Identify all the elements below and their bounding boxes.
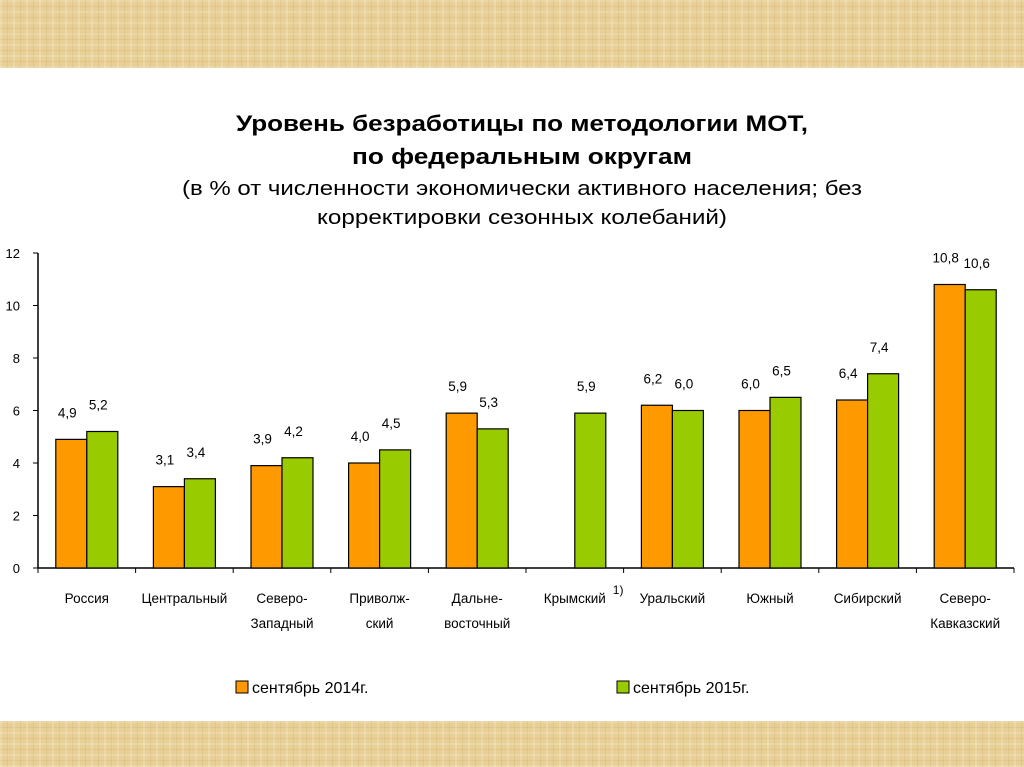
x-category-label: восточный bbox=[444, 616, 510, 631]
bar-2014 bbox=[445, 412, 478, 569]
x-category-label: Сибирский bbox=[834, 591, 902, 606]
bar-2015 bbox=[379, 449, 412, 569]
data-label: 4,2 bbox=[284, 424, 303, 439]
legend-label: сентябрь 2015г. bbox=[633, 680, 750, 697]
bar-2015 bbox=[476, 428, 509, 569]
data-label: 10,8 bbox=[933, 251, 959, 266]
bar-2014 bbox=[640, 404, 674, 569]
y-tick-label: 6 bbox=[13, 404, 20, 419]
bar-2015 bbox=[574, 412, 607, 569]
chart-title-line-2: по федеральным округам bbox=[352, 144, 692, 169]
x-category-label: Приволж- bbox=[349, 591, 409, 606]
x-category-label: Крымский bbox=[544, 591, 606, 606]
bar-2015 bbox=[671, 409, 705, 569]
data-label: 3,1 bbox=[156, 453, 175, 468]
bar-2015 bbox=[183, 478, 216, 569]
footnote-marker: 1) bbox=[613, 583, 624, 597]
data-label: 5,9 bbox=[577, 379, 596, 394]
chart-subtitle-line-2: корректировки сезонных колебаний) bbox=[317, 207, 727, 229]
bar-2015 bbox=[86, 430, 119, 569]
bar-2014 bbox=[152, 486, 185, 569]
data-label: 4,9 bbox=[58, 405, 77, 420]
data-label: 5,3 bbox=[479, 395, 498, 410]
x-category-label: Центральный bbox=[142, 591, 228, 606]
x-category-label: Северо- bbox=[256, 591, 307, 606]
bar-2015 bbox=[964, 289, 997, 569]
x-category-label: Северо- bbox=[940, 591, 991, 606]
legend-swatch-2015 bbox=[616, 680, 630, 694]
legend-swatch-2014 bbox=[235, 680, 249, 694]
bar-2014 bbox=[348, 462, 381, 569]
data-label: 5,2 bbox=[89, 398, 108, 413]
bar-2015 bbox=[866, 373, 900, 569]
x-category-label: Дальне- bbox=[452, 591, 503, 606]
x-category-label: Западный bbox=[250, 616, 313, 631]
chart-subtitle-line-1: (в % от численности экономически активно… bbox=[182, 178, 862, 200]
decorative-texture-top bbox=[0, 0, 1024, 68]
x-category-label: ский bbox=[366, 616, 394, 631]
data-label: 7,4 bbox=[870, 340, 889, 355]
x-category-label: Южный bbox=[746, 591, 793, 606]
y-tick-label: 10 bbox=[6, 299, 20, 314]
y-tick-label: 8 bbox=[13, 351, 20, 366]
bar-2014 bbox=[55, 438, 88, 569]
bar-2014 bbox=[835, 399, 869, 569]
y-tick-label: 0 bbox=[13, 561, 20, 576]
data-label: 5,9 bbox=[448, 379, 467, 394]
data-label: 6,4 bbox=[839, 366, 858, 381]
y-tick-label: 4 bbox=[13, 456, 20, 471]
data-label: 6,0 bbox=[741, 377, 760, 392]
bar-2015 bbox=[281, 457, 314, 569]
x-category-label: Россия bbox=[65, 591, 109, 606]
chart-title-line-1: Уровень безработицы по методологии МОТ, bbox=[236, 111, 808, 136]
x-category-label: Уральский bbox=[640, 591, 706, 606]
y-tick-label: 12 bbox=[6, 246, 20, 261]
bar-2014 bbox=[933, 283, 966, 569]
bar-2014 bbox=[738, 409, 771, 569]
bar-2015 bbox=[769, 396, 802, 569]
x-category-label: Кавказский bbox=[930, 616, 1000, 631]
data-label: 6,2 bbox=[644, 371, 663, 386]
legend-label: сентябрь 2014г. bbox=[252, 680, 369, 697]
bar-2014 bbox=[250, 465, 283, 569]
data-label: 6,0 bbox=[675, 377, 694, 392]
data-label: 10,6 bbox=[964, 256, 990, 271]
data-label: 4,0 bbox=[351, 429, 370, 444]
data-label: 6,5 bbox=[772, 363, 791, 378]
data-label: 3,4 bbox=[187, 445, 206, 460]
data-label: 3,9 bbox=[253, 432, 272, 447]
data-label: 4,5 bbox=[382, 416, 401, 431]
y-tick-label: 2 bbox=[13, 509, 20, 524]
decorative-texture-bottom bbox=[0, 721, 1024, 767]
